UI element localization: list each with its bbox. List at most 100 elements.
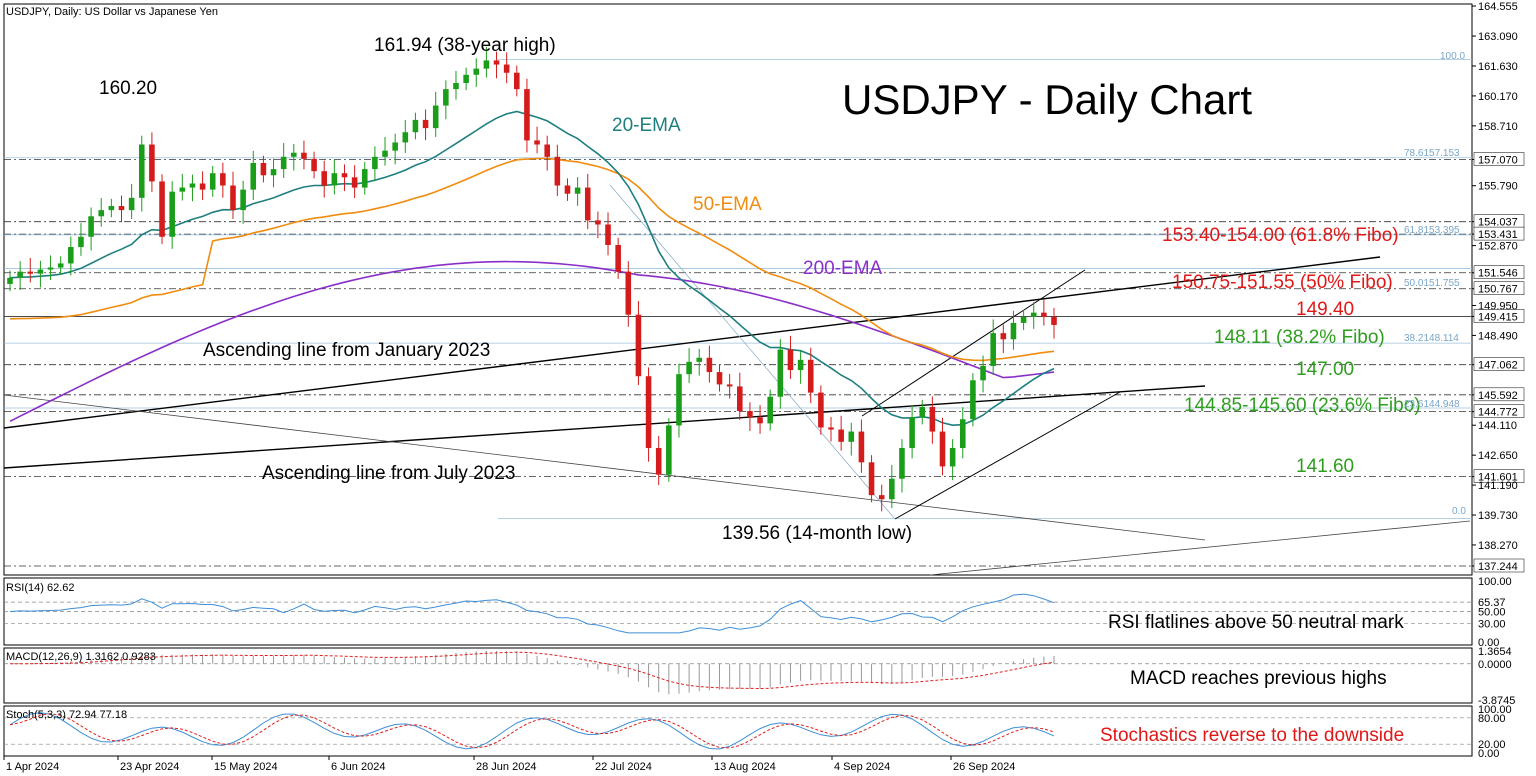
candle-body: [655, 447, 662, 475]
candle-body: [179, 187, 186, 192]
candle-body: [88, 216, 94, 237]
price-tag-box: [1473, 357, 1525, 371]
candle-body: [493, 60, 500, 65]
price-tick-label: 142.650: [1478, 450, 1518, 462]
candle-body: [68, 247, 74, 264]
macd-label: MACD(12,26,9) 1.3162 0.9283: [6, 651, 156, 663]
channel-upper-line: [861, 269, 1086, 417]
candle-body: [209, 173, 216, 190]
price-tick-label: 161.630: [1478, 61, 1518, 73]
candle-body: [949, 447, 956, 467]
stoch-label: Stoch(5,3,3) 72.94 77.18: [6, 709, 127, 721]
candle-body: [159, 181, 165, 237]
price-tick-label: 163.090: [1478, 31, 1518, 43]
candle-body: [351, 177, 358, 188]
candle-body: [27, 271, 34, 274]
price-tag-box: [1473, 558, 1525, 573]
candle-body: [990, 333, 996, 366]
candle-body: [848, 431, 855, 442]
candle-body: [524, 89, 530, 141]
candle-body: [321, 171, 328, 186]
fibo-23-6-label: 144.85-145.60 (23.6% Fibo): [1184, 395, 1421, 416]
price-tag-box: [1473, 281, 1525, 295]
macd-tick-label: -3.8745: [1478, 695, 1515, 707]
fibo-38-2-label: 148.11 (38.2% Fibo): [1214, 327, 1385, 348]
candle-body: [635, 314, 642, 377]
candle-body: [361, 169, 368, 188]
candle-body: [47, 267, 54, 270]
trendline-jan-2023-label: Ascending line from January 2023: [203, 340, 490, 361]
price-tick-label: 152.870: [1478, 241, 1518, 253]
candle-body: [929, 406, 936, 432]
stoch-tick-label: 80.00: [1478, 713, 1506, 725]
candle-body: [818, 392, 824, 428]
ema200-label: 200-EMA: [803, 258, 883, 279]
fibo-tag-78-6: 78.6157.153: [1404, 148, 1460, 159]
candle-body: [453, 82, 459, 90]
candle-body: [199, 183, 206, 190]
price-tick-label: 148.490: [1478, 330, 1518, 342]
candle-body: [858, 431, 865, 463]
candle-body: [432, 105, 439, 129]
candle-body: [970, 380, 976, 420]
candle-body: [1051, 316, 1057, 325]
candle-body: [726, 384, 733, 387]
candle-body: [280, 156, 287, 170]
candle-body: [503, 64, 510, 73]
annotation-160-20: 160.20: [99, 78, 157, 99]
fibo-swing-line: [609, 184, 896, 520]
stoch-note: Stochastics reverse to the downside: [1100, 725, 1404, 746]
rsi-tick-label: 0.00: [1478, 637, 1499, 649]
price-tick-label: 141.190: [1478, 480, 1518, 492]
candle-body: [270, 169, 277, 176]
candle-body: [909, 417, 915, 448]
rsi-note: RSI flatlines above 50 neutral mark: [1108, 612, 1404, 633]
candle-body: [980, 365, 986, 381]
price-tick-label: 144.110: [1478, 420, 1517, 432]
price-tick-label: 139.730: [1478, 510, 1518, 522]
candle-body: [118, 206, 125, 211]
candle-body: [240, 189, 246, 211]
stoch-signal-line: [9, 713, 1055, 749]
candle-body: [838, 429, 844, 442]
candle-body: [889, 478, 895, 500]
fibo-61-8-label: 153.40-154.00 (61.8% Fibo): [1162, 225, 1399, 246]
candle-body: [1000, 333, 1007, 340]
candle-body: [473, 68, 480, 75]
falling-trendline: [3, 394, 1206, 541]
rsi-tick-label: 100.00: [1478, 576, 1512, 588]
time-tick-label: 1 Apr 2024: [6, 761, 59, 773]
time-tick-label: 4 Sep 2024: [834, 761, 890, 773]
fibo-tag-61-8: 61.8153.395: [1404, 225, 1460, 236]
candle-body: [443, 89, 449, 106]
candle-body: [564, 185, 571, 194]
candle-body: [676, 374, 682, 426]
fibo-50-label: 150.75-151.55 (50% Fibo): [1172, 272, 1393, 293]
candle-body: [666, 425, 672, 475]
candle-body: [260, 162, 267, 176]
candle-body: [787, 349, 794, 371]
price-tag-box: [1473, 226, 1525, 241]
ema20-line: [9, 110, 1055, 427]
rsi-label: RSI(14) 62.62: [6, 582, 74, 594]
long-term-support-line: [929, 520, 1471, 576]
level-147-00-label: 147.00: [1296, 359, 1354, 380]
time-tick-label: 13 Aug 2024: [714, 761, 776, 773]
ema50-line: [9, 157, 1055, 362]
candle-body: [98, 210, 105, 217]
candle-body: [108, 206, 115, 211]
candle-body: [1030, 312, 1037, 317]
symbol-label: USDJPY, Daily: US Dollar vs Japanese Yen: [6, 6, 218, 18]
candle-body: [341, 173, 348, 178]
price-tag-box: [1473, 404, 1525, 418]
price-panel-frame: [3, 3, 1473, 576]
candle-body: [686, 361, 692, 375]
stoch-tick-label: 0.00: [1478, 748, 1499, 760]
rsi-tick-label: 65.37: [1478, 597, 1506, 609]
candle-body: [878, 495, 885, 500]
trendline-jul-2023-label: Ascending line from July 2023: [262, 463, 515, 484]
fibo-tag-0: 0.0: [1452, 506, 1466, 517]
candle-body: [372, 156, 378, 170]
candle-body: [301, 152, 307, 159]
